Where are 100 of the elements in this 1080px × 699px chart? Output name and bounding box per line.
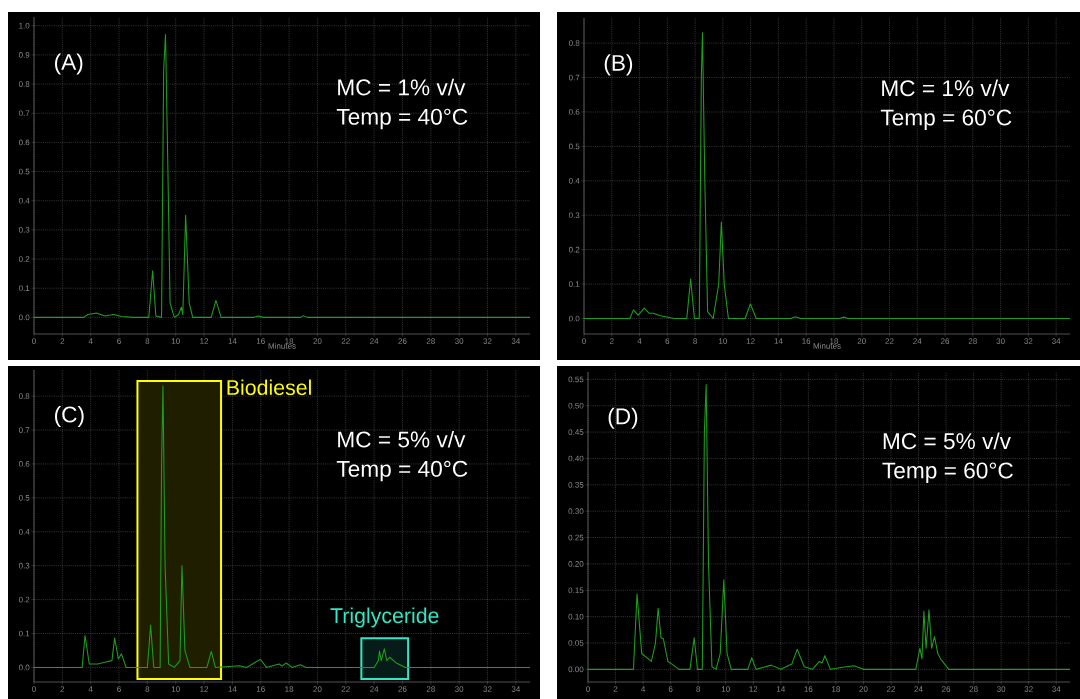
y-tick-label: 0.25 <box>568 534 584 541</box>
x-tick-label: 14 <box>228 338 237 344</box>
x-tick-label: 24 <box>913 338 922 344</box>
band-label: Biodiesel <box>227 379 311 396</box>
x-tick-label: 20 <box>313 686 322 692</box>
band-label: Triglyceride <box>330 607 439 628</box>
annotation: MC = 1% v/v <box>338 78 466 96</box>
text: (B) <box>604 54 633 76</box>
annotation: Temp = 40°C <box>336 460 468 482</box>
x-tick-label: 4 <box>637 338 642 344</box>
x-tick-label: 26 <box>398 338 407 344</box>
x-tick-label: 32 <box>483 338 492 344</box>
y-tick-label: 0.4 <box>18 197 30 204</box>
y-tick-label: 0.1 <box>568 281 580 287</box>
x-tick-label: 34 <box>511 338 521 344</box>
x-axis-title: Minutes <box>268 342 296 349</box>
x-tick-label: 24 <box>914 686 923 692</box>
annotation: MC = 5% v/v <box>883 432 1011 450</box>
x-tick-label: 10 <box>719 338 728 344</box>
x-tick-label: 32 <box>1024 686 1033 692</box>
x-tick-label: 18 <box>285 338 294 344</box>
x-tick-label: 26 <box>942 686 951 692</box>
y-tick-label: 0.8 <box>568 40 580 46</box>
y-tick-label: 0.6 <box>18 461 30 467</box>
y-tick-label: 0.40 <box>568 455 584 462</box>
x-tick-label: 0 <box>32 686 36 692</box>
x-tick-label: 2 <box>60 338 65 344</box>
x-tick-label: 20 <box>857 338 866 344</box>
y-tick-label: 0.4 <box>568 177 580 184</box>
x-tick-label: 10 <box>171 338 180 344</box>
x-tick-label: 12 <box>746 338 755 344</box>
y-tick-label: 0.3 <box>568 212 580 219</box>
y-tick-label: 0.45 <box>568 429 584 435</box>
x-tick-label: 26 <box>398 686 407 692</box>
y-tick-label: 0.30 <box>568 508 584 515</box>
line-series <box>33 33 531 318</box>
y-tick-label: 0.3 <box>18 562 30 569</box>
x-axis-title: Minutes <box>813 342 841 349</box>
x-tick-label: 12 <box>200 686 209 692</box>
x-tick-label: 20 <box>313 338 322 344</box>
y-tick-label: 0.0 <box>568 315 580 322</box>
x-tick-label: 16 <box>256 686 265 692</box>
x-tick-label: 10 <box>721 686 730 692</box>
x-tick-label: 2 <box>609 338 614 344</box>
annotation: Temp = 60°C <box>882 462 1013 483</box>
x-tick-label: 32 <box>1024 338 1033 344</box>
x-tick-label: 12 <box>749 686 758 692</box>
y-tick-label: 0.7 <box>18 110 30 117</box>
text: (C) <box>54 405 84 428</box>
x-tick-label: 34 <box>1052 686 1061 692</box>
y-tick-label: 0.5 <box>18 495 30 501</box>
x-tick-label: 8 <box>145 338 150 344</box>
x-tick-label: 20 <box>859 686 868 692</box>
x-tick-label: 24 <box>370 686 379 692</box>
y-tick-label: 0.4 <box>18 528 30 535</box>
x-tick-label: 2 <box>613 686 618 692</box>
x-tick-label: 30 <box>455 686 464 692</box>
x-tick-label: 24 <box>370 338 379 344</box>
x-tick-label: 4 <box>88 686 93 692</box>
x-tick-label: 18 <box>832 686 840 692</box>
x-tick-label: 30 <box>996 338 1005 344</box>
y-tick-label: 0.50 <box>568 402 584 409</box>
x-tick-label: 16 <box>802 338 811 344</box>
x-tick-label: 28 <box>426 686 435 692</box>
x-tick-label: 6 <box>117 338 121 344</box>
y-tick-label: 0.2 <box>18 596 30 603</box>
x-tick-label: 30 <box>455 338 464 344</box>
y-tick-label: 0.00 <box>568 666 584 673</box>
text: (D) <box>608 407 638 429</box>
annotation: MC = 5% v/v <box>338 430 466 448</box>
y-tick-label: 0.5 <box>568 143 580 150</box>
x-tick-label: 22 <box>341 686 350 692</box>
x-tick-label: 18 <box>830 338 839 344</box>
y-tick-label: 0.1 <box>18 630 30 637</box>
x-tick-label: 14 <box>774 338 783 344</box>
y-tick-label: 0.10 <box>568 613 584 620</box>
x-tick-label: 28 <box>969 686 978 692</box>
x-tick-label: 10 <box>171 686 180 692</box>
y-tick-label: 0.20 <box>568 561 584 567</box>
x-tick-label: 16 <box>804 686 813 692</box>
line-series <box>583 32 1071 320</box>
text: (A) <box>54 53 83 75</box>
x-tick-label: 14 <box>776 686 786 692</box>
x-tick-label: 6 <box>665 338 670 344</box>
y-tick-label: 0.5 <box>18 168 30 175</box>
x-tick-label: 8 <box>145 686 150 692</box>
y-tick-label: 0.3 <box>18 227 30 233</box>
x-tick-label: 22 <box>886 686 896 692</box>
y-tick-label: 0.8 <box>18 393 30 399</box>
x-tick-label: 34 <box>1052 338 1061 344</box>
y-tick-label: 0.05 <box>568 640 584 646</box>
x-tick-label: 32 <box>483 686 492 692</box>
y-tick-label: 0.35 <box>568 481 584 488</box>
x-tick-label: 22 <box>885 338 894 344</box>
x-tick-label: 26 <box>940 338 950 344</box>
y-tick-label: 0.0 <box>18 314 30 321</box>
x-tick-label: 8 <box>693 338 697 344</box>
x-tick-label: 22 <box>341 338 350 344</box>
x-tick-label: 34 <box>511 686 521 692</box>
x-tick-label: 30 <box>997 686 1006 692</box>
